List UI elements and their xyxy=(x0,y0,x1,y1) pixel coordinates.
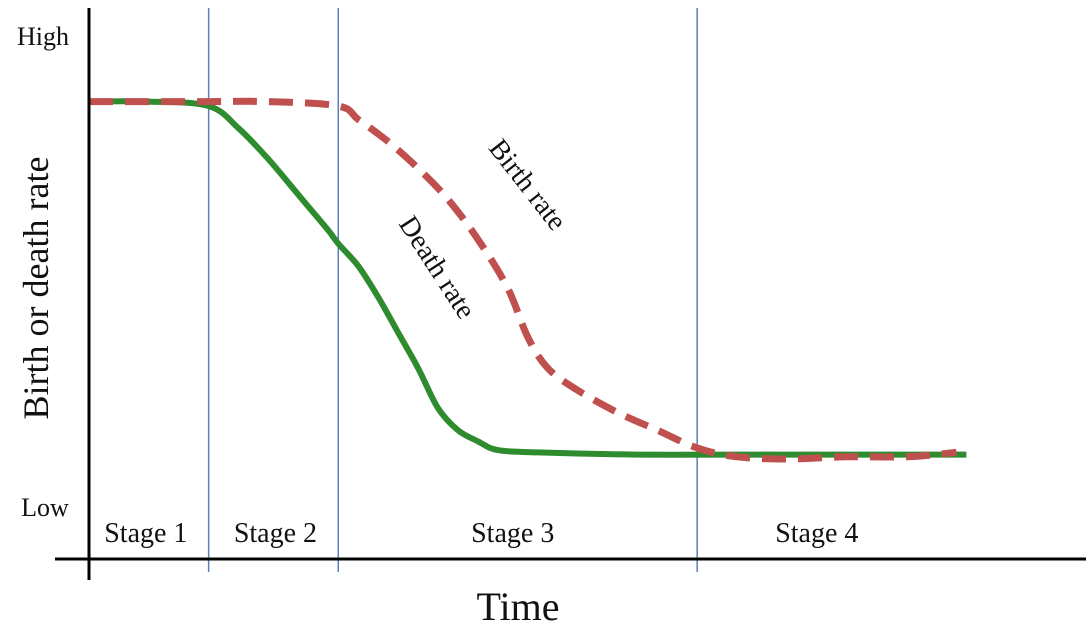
stage-label: Stage 1 xyxy=(104,518,187,549)
birth-rate-label: Birth rate xyxy=(482,133,572,236)
death-rate-label: Death rate xyxy=(392,211,481,325)
y-axis-label: Birth or death rate xyxy=(16,157,56,420)
y-tick-low: Low xyxy=(21,493,69,522)
birth-rate-line xyxy=(89,97,957,463)
death-rate-line xyxy=(88,98,967,458)
stage-label: Stage 3 xyxy=(471,518,554,549)
x-axis-label: Time xyxy=(476,584,559,624)
stage-labels: Stage 1 Stage 2 Stage 3 Stage 4 xyxy=(104,518,858,549)
stage-label: Stage 2 xyxy=(234,518,317,549)
stage-label: Stage 4 xyxy=(775,518,858,549)
y-tick-high: High xyxy=(17,22,69,51)
series-lines xyxy=(88,97,967,463)
